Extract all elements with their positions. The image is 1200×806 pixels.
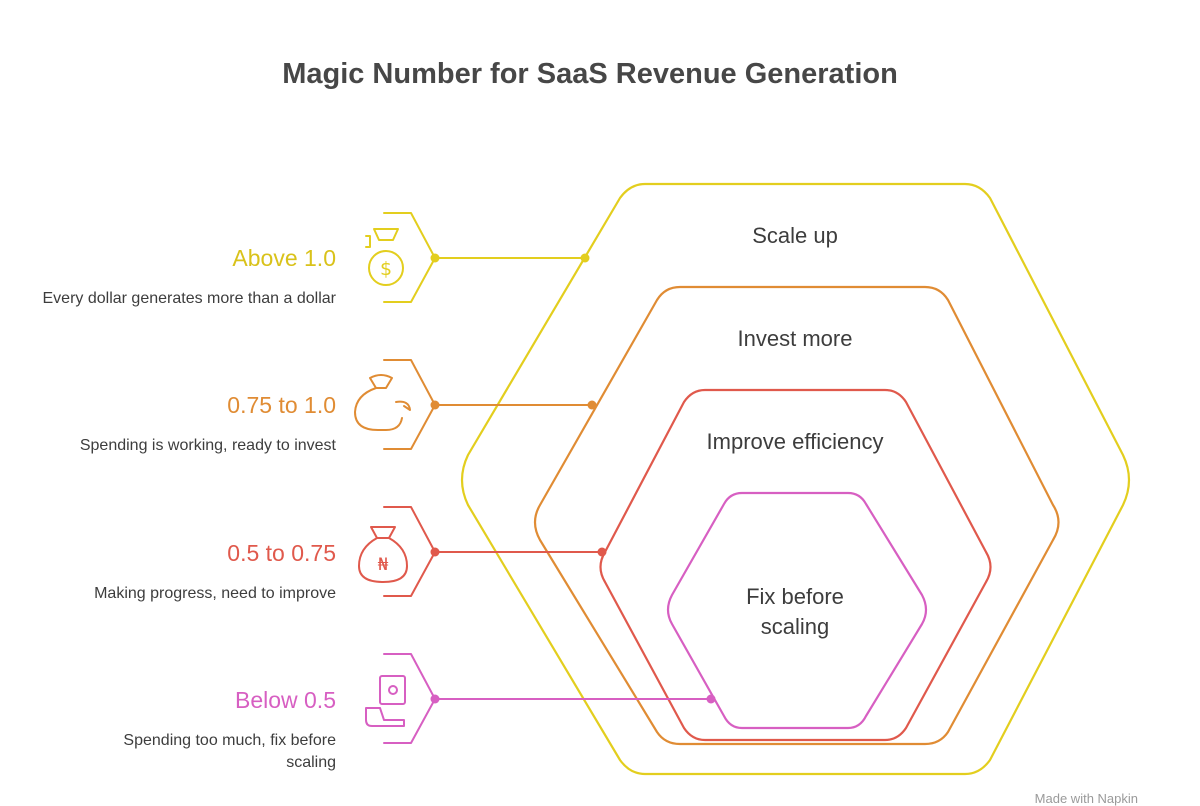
tier-description-above-1: Every dollar generates more than a dolla… — [42, 290, 337, 307]
hexagon-text-improve-efficiency: Improve efficiency — [706, 429, 884, 454]
hexagon-text-fix-before-scaling: Fix before scaling — [746, 584, 844, 639]
tier-label-above-1: Above 1.0 — [232, 245, 336, 271]
tier-description-075-to-1: Spending is working, ready to invest — [79, 437, 336, 454]
tier-description-05-to-075: Making progress, need to improve — [94, 585, 336, 602]
tier-description-below-05: Spending too much, fix before scaling — [123, 732, 336, 771]
tier-label-below-05: Below 0.5 — [234, 687, 336, 713]
hand-cash-icon — [365, 675, 406, 727]
money-bag-arrow-icon — [354, 374, 411, 431]
connector-above-1 — [383, 212, 590, 303]
hexagon-invest-more — [533, 285, 1060, 746]
money-bag-dollar-icon: $ — [365, 228, 404, 286]
svg-text:$: $ — [380, 258, 392, 280]
connector-075-to-1 — [383, 359, 597, 450]
diagram-title: Magic Number for SaaS Revenue Generation — [282, 58, 898, 90]
svg-text:₦: ₦ — [378, 555, 389, 575]
hexagon-fix-before-scaling — [666, 491, 928, 730]
hexagon-text-invest-more: Invest more — [737, 326, 853, 351]
tier-label-05-to-075: 0.5 to 0.75 — [227, 540, 336, 566]
tier-label-075-to-1: 0.75 to 1.0 — [227, 392, 336, 418]
money-bag-naira-icon: ₦ — [358, 526, 408, 583]
connector-below-05 — [383, 653, 716, 744]
hexagon-scale-up — [460, 182, 1131, 776]
napkin-watermark: Made with Napkin — [1034, 791, 1138, 806]
connector-05-to-075 — [383, 506, 607, 597]
hexagon-text-scale-up: Scale up — [752, 223, 838, 248]
